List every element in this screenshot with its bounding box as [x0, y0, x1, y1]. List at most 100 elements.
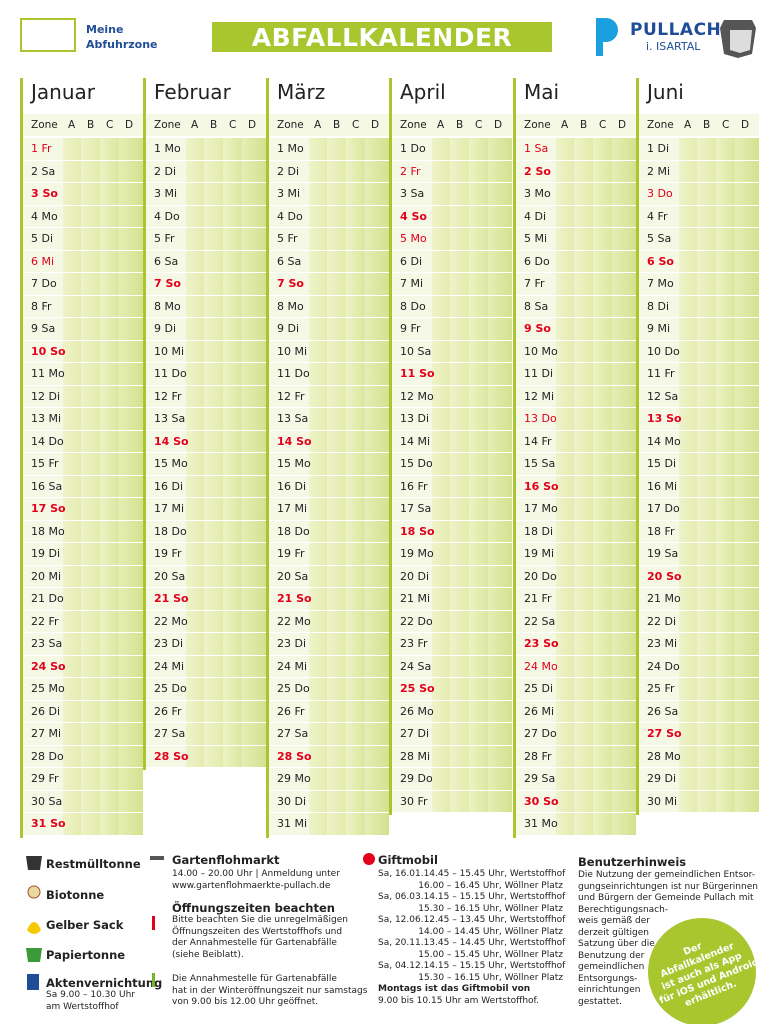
day-label: 9 Sa [31, 322, 56, 335]
text-line: hat in der Winteröffnungszeit nur samsta… [172, 985, 368, 996]
day-row: 9 Fr [392, 318, 512, 341]
day-row: 16 Di [269, 475, 389, 498]
day-row: 27 Do [516, 723, 636, 746]
zone-label: Zone [400, 119, 427, 131]
day-label: 27 Sa [154, 727, 186, 740]
gift-time: 15.30 – 16.15 Uhr, Wöllner Platz [418, 903, 563, 914]
day-label: 10 Mi [154, 344, 185, 358]
day-label: 21 So [277, 592, 312, 605]
day-row: 8 Sa [516, 295, 636, 318]
day-row: 25 Fr [639, 678, 759, 701]
day-row: 3 So [23, 183, 143, 206]
day-label: 3 Mo [524, 187, 551, 200]
zone-label: Zone [277, 119, 304, 131]
zone-label: Zone [154, 119, 181, 131]
day-label: 19 Di [31, 547, 61, 560]
zone-label: B [210, 119, 218, 131]
day-row: 29 Fr [23, 768, 143, 791]
day-label: 13 Sa [277, 412, 309, 425]
day-row: 7 So [146, 273, 266, 296]
text-line: Die Nutzung der gemeindlichen Entsor- [578, 870, 756, 880]
zone-label: B [333, 119, 341, 131]
day-row: 17 Mi [269, 498, 389, 521]
day-label: 10 Mo [524, 344, 558, 358]
section-title: Giftmobil [378, 853, 438, 867]
day-label: 1 Mo [277, 142, 304, 155]
day-label: 13 Sa [154, 412, 186, 425]
day-label: 28 Do [31, 749, 64, 763]
day-row: 11 Di [516, 363, 636, 386]
zone-label: Zone [31, 119, 58, 131]
icon-rest [26, 856, 42, 870]
day-row: 13 Sa [146, 408, 266, 431]
text-line: der Annahmestelle für Gartenabfälle [172, 938, 337, 948]
day-label: 20 Sa [277, 569, 309, 583]
day-label: 18 Do [277, 524, 310, 538]
day-row: 28 So [269, 745, 389, 768]
day-row: 19 Sa [639, 543, 759, 566]
day-row: 12 Fr [146, 385, 266, 408]
day-label: 21 Mi [400, 592, 431, 605]
day-label: 7 So [277, 277, 304, 290]
zone-label: A [437, 119, 445, 131]
day-row: 5 Fr [269, 228, 389, 251]
month-name: Februar [154, 80, 231, 104]
day-label: 28 So [277, 749, 312, 763]
text-line: derzeit gültigen [578, 927, 650, 938]
day-label: 22 Sa [524, 614, 556, 628]
day-row: 25 Do [269, 678, 389, 701]
text-line: gestattet. [578, 996, 622, 1007]
day-row: 10 Do [639, 340, 759, 363]
day-row: 5 Mi [516, 228, 636, 251]
day-row: 2 Sa [23, 160, 143, 183]
day-label: 16 Di [277, 479, 307, 493]
day-row: 10 Mi [146, 340, 266, 363]
day-label: 4 Mo [31, 209, 58, 223]
day-label: 22 Mo [154, 614, 188, 628]
day-row: 15 Sa [516, 453, 636, 476]
day-row: 2 Fr [392, 160, 512, 183]
day-label: 13 Di [400, 412, 430, 425]
day-row: 5 Di [23, 228, 143, 251]
day-row: 9 Di [146, 318, 266, 341]
legend-item: Aktenvernichtung [46, 976, 163, 990]
day-label: 3 Do [647, 187, 673, 200]
gift-row: 15.30 – 16.15 Uhr, Wöllner Platz [378, 904, 563, 916]
day-label: 2 So [524, 164, 551, 178]
day-label: 30 So [524, 794, 559, 808]
day-label: 2 Fr [400, 164, 421, 178]
zone-label: D [494, 119, 503, 131]
day-label: 4 Di [524, 209, 547, 223]
day-row: 10 Mo [516, 340, 636, 363]
zone-label: A [191, 119, 199, 131]
day-row: 17 Do [639, 498, 759, 521]
day-row: 14 Do [23, 430, 143, 453]
day-row: 23 Di [269, 633, 389, 656]
day-label: 1 Mo [154, 142, 181, 155]
text-line: gungseinrichtungen ist nur Bürgerinnen [578, 881, 758, 892]
day-label: 10 Do [647, 344, 680, 358]
day-label: 24 Sa [400, 659, 432, 673]
gift-time: 14.15 – 15.15 Uhr, Wertstoffhof [423, 961, 566, 971]
day-row: 15 Di [639, 453, 759, 476]
day-row: 2 Di [146, 160, 266, 183]
day-row: 31 Mo [516, 813, 636, 836]
day-label: 17 Mo [524, 502, 558, 515]
zone-header: Zone A B C D [23, 114, 143, 136]
zone-box [20, 18, 76, 52]
day-label: 26 Fr [154, 704, 182, 718]
oeffnung-text: Die Annahmestelle für Gartenabfälle hat i… [172, 974, 367, 1009]
day-label: 17 Sa [400, 502, 432, 515]
gift-time: 14.00 – 14.45 Uhr, Wöllner Platz [418, 926, 563, 937]
zone-label: A [68, 119, 76, 131]
day-label: 23 So [524, 637, 559, 650]
zone-header: Zone A B C D [392, 114, 512, 136]
day-row: 25 Mo [23, 678, 143, 701]
day-row: 10 Sa [392, 340, 512, 363]
day-label: 17 Mi [154, 502, 185, 515]
day-row: 11 Do [269, 363, 389, 386]
day-label: 14 So [154, 434, 189, 448]
gift-row: 14.00 – 14.45 Uhr, Wöllner Platz [378, 927, 563, 939]
day-row: 9 So [516, 318, 636, 341]
text-line: Satzung über die [578, 939, 655, 949]
